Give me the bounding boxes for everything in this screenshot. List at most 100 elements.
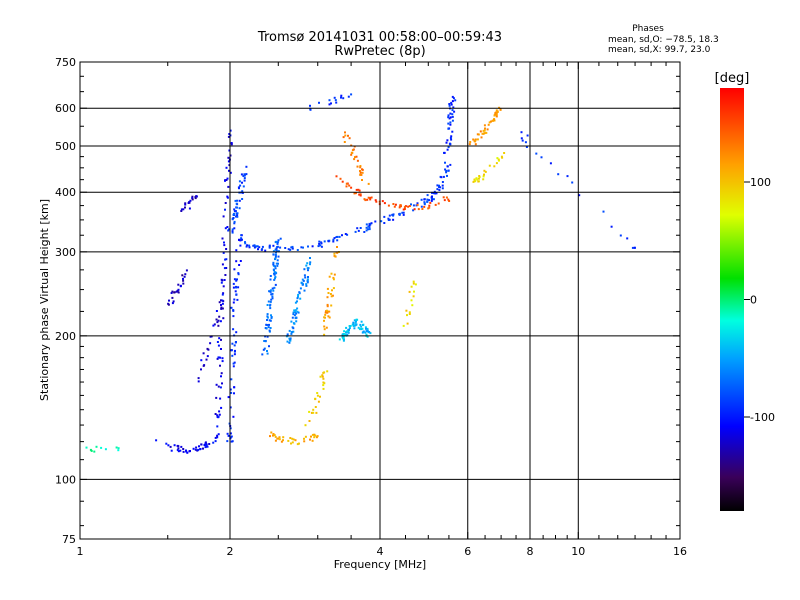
data-point (398, 206, 401, 209)
data-point (276, 241, 279, 244)
data-point (206, 347, 209, 350)
data-point (272, 264, 275, 267)
data-point (235, 202, 238, 205)
data-point (90, 449, 93, 452)
data-point (403, 206, 406, 209)
data-point (428, 204, 431, 207)
data-point (233, 222, 236, 225)
data-point (297, 293, 300, 296)
data-point (222, 317, 225, 320)
data-point (197, 377, 200, 380)
data-point (170, 292, 173, 294)
y-tick-label: 750 (55, 56, 76, 69)
data-point (566, 175, 569, 178)
data-point (216, 414, 219, 417)
data-point (216, 341, 219, 343)
data-point (175, 290, 178, 293)
data-point (243, 173, 246, 176)
data-point (212, 441, 215, 444)
data-point (218, 413, 221, 416)
data-point (228, 133, 231, 135)
data-point (348, 137, 351, 140)
data-point (223, 241, 225, 244)
data-point (303, 289, 306, 292)
data-point (306, 278, 309, 281)
data-point (236, 206, 238, 209)
data-point (299, 287, 302, 290)
data-point (477, 133, 480, 136)
data-point (485, 131, 488, 134)
data-point (217, 356, 220, 359)
data-point (446, 174, 448, 177)
y-tick-label: 100 (55, 473, 76, 486)
data-point (240, 234, 243, 237)
data-point (180, 445, 183, 448)
data-point (186, 451, 189, 454)
data-point (328, 316, 331, 319)
data-point (216, 321, 219, 324)
data-point (333, 252, 336, 255)
data-point (336, 239, 339, 242)
data-point (294, 317, 297, 320)
data-point (480, 136, 483, 139)
data-point (313, 433, 316, 436)
data-point (222, 251, 225, 254)
data-point (446, 148, 449, 151)
data-point (412, 204, 415, 207)
data-point (307, 269, 309, 272)
data-point (306, 279, 309, 282)
data-point (578, 194, 581, 197)
data-point (278, 438, 281, 441)
data-point (447, 169, 450, 172)
data-point (326, 303, 329, 306)
data-point (276, 245, 279, 248)
data-point (292, 311, 295, 314)
x-tick-label: 16 (673, 545, 687, 558)
data-point (189, 450, 191, 452)
data-point (216, 434, 219, 437)
x-tick-label: 6 (464, 545, 471, 558)
data-point (483, 169, 486, 172)
data-point (365, 229, 368, 232)
data-point (423, 203, 426, 206)
data-point (342, 337, 345, 340)
data-point (237, 272, 240, 275)
data-point (242, 175, 245, 177)
data-point (322, 377, 325, 380)
data-point (240, 173, 243, 176)
data-point (447, 122, 450, 125)
data-point (300, 281, 303, 284)
data-point (316, 392, 319, 394)
legend-title: Phases (632, 24, 664, 34)
data-point (314, 406, 317, 408)
data-point (273, 286, 276, 289)
data-point (269, 278, 272, 281)
data-point (311, 439, 314, 442)
data-point (232, 328, 235, 331)
data-point (219, 386, 222, 389)
data-point (309, 263, 311, 266)
data-point (271, 297, 274, 300)
data-point (227, 135, 230, 138)
data-point (222, 215, 225, 218)
data-point (403, 208, 406, 210)
data-point (218, 337, 221, 340)
data-point (235, 260, 238, 263)
data-point (314, 397, 317, 400)
data-point (442, 196, 445, 199)
colorbar-ticks: 100 0 -100 (744, 176, 775, 424)
data-point (313, 436, 316, 439)
data-point (282, 439, 284, 442)
data-point (272, 263, 275, 266)
data-point (520, 137, 523, 140)
data-point (227, 229, 230, 232)
data-point (240, 237, 243, 240)
data-point (272, 268, 275, 271)
data-point (269, 327, 272, 329)
data-point (217, 324, 220, 327)
data-point (274, 257, 277, 260)
data-point (432, 192, 435, 195)
data-point (297, 311, 300, 314)
data-point (232, 362, 235, 365)
data-point (294, 309, 297, 312)
